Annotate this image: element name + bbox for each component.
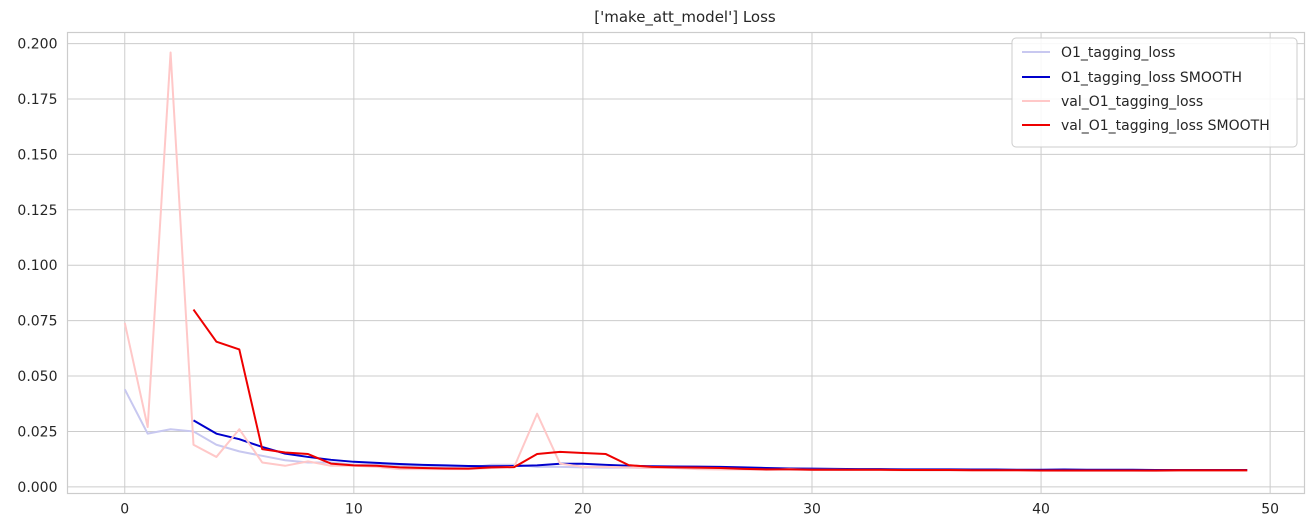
- y-tick-label: 0.150: [17, 147, 57, 163]
- y-tick-label: 0.100: [17, 258, 57, 274]
- legend-label: O1_tagging_loss: [1061, 45, 1175, 61]
- legend-entry-O1_tagging_loss-smooth: O1_tagging_loss SMOOTH: [1022, 70, 1242, 86]
- tick-labels: 0 10 20 30 40 50 0.000 0.025 0.050 0.075 0.100 0.12…: [17, 37, 1279, 518]
- y-tick-label: 0.125: [17, 203, 57, 219]
- legend: O1_tagging_loss O1_tagging_loss SMOOTH v…: [1011, 37, 1298, 148]
- x-tick-label: 30: [803, 502, 821, 518]
- legend-label: val_O1_tagging_loss: [1061, 94, 1203, 110]
- y-tick-label: 0.175: [17, 92, 57, 108]
- legend-label: val_O1_tagging_loss SMOOTH: [1061, 118, 1270, 134]
- x-tick-label: 20: [574, 502, 592, 518]
- legend-label: O1_tagging_loss SMOOTH: [1061, 70, 1242, 86]
- x-tick-label: 50: [1261, 502, 1279, 518]
- y-tick-label: 0.050: [17, 369, 57, 385]
- legend-entry-val_O1_tagging_loss-smooth: val_O1_tagging_loss SMOOTH: [1022, 118, 1270, 134]
- y-tick-label: 0.025: [17, 424, 57, 440]
- chart-title: ['make_att_model'] Loss: [594, 8, 776, 27]
- legend-entry-val_O1_tagging_loss: val_O1_tagging_loss: [1022, 94, 1203, 110]
- y-tick-label: 0.075: [17, 314, 57, 330]
- grid: [67, 32, 1305, 494]
- series-line-val_o1_tagging_loss-smooth: [192, 308, 1248, 472]
- x-tick-label: 0: [120, 502, 129, 518]
- y-tick-label: 0.000: [17, 480, 57, 496]
- y-tick-label: 0.200: [17, 37, 57, 53]
- plot-frame: [66, 31, 1306, 495]
- x-tick-label: 10: [345, 502, 363, 518]
- legend-entry-O1_tagging_loss: O1_tagging_loss: [1022, 45, 1175, 61]
- x-tick-label: 40: [1032, 502, 1050, 518]
- series-lines: [123, 51, 1248, 472]
- legend-box: [1011, 37, 1298, 148]
